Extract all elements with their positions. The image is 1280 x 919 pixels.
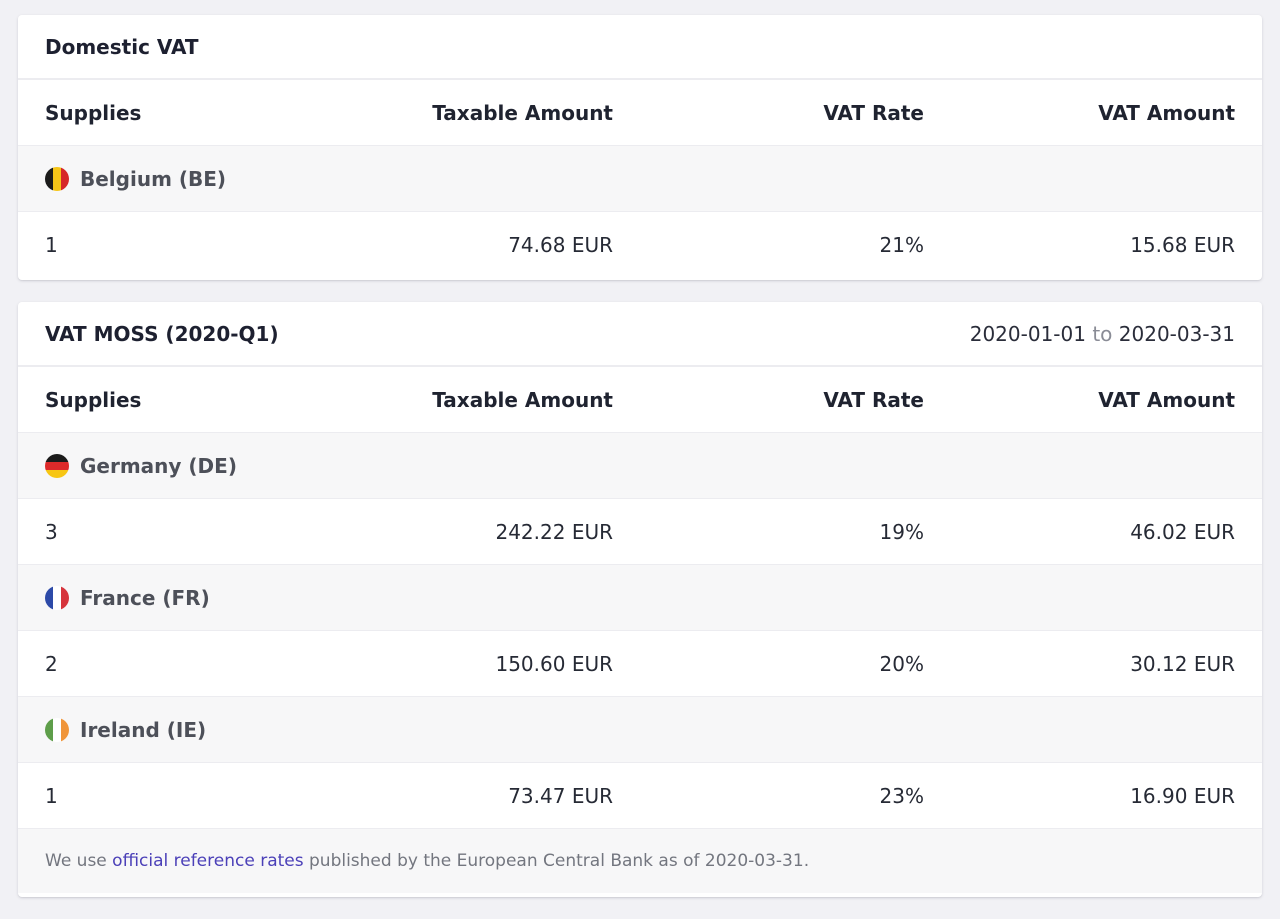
- table-row: 2 150.60 EUR 20% 30.12 EUR: [18, 631, 1262, 697]
- country-name: Belgium (BE): [80, 166, 227, 191]
- ireland-flag-icon: [45, 717, 69, 742]
- table-header-row: Supplies Taxable Amount VAT Rate VAT Amo…: [18, 367, 1262, 433]
- vat-moss-header: VAT MOSS (2020-Q1) 2020-01-01 to 2020-03…: [18, 302, 1262, 367]
- country-name: Ireland (IE): [80, 717, 207, 742]
- vat-rate-cell: 20%: [879, 651, 924, 676]
- period-start: 2020-01-01: [969, 321, 1086, 346]
- vat-amount-cell: 30.12 EUR: [1130, 651, 1235, 676]
- vat-amount-cell: 46.02 EUR: [1130, 519, 1235, 544]
- table-header-row: Supplies Taxable Amount VAT Rate VAT Amo…: [18, 80, 1262, 146]
- col-taxable-header: Taxable Amount: [432, 387, 613, 412]
- vat-moss-title: VAT MOSS (2020-Q1): [45, 321, 279, 346]
- flag-stripe: [45, 461, 69, 470]
- supplies-cell: 3: [45, 519, 58, 544]
- col-supplies-header: Supplies: [45, 387, 142, 412]
- country-row-belgium: Belgium (BE): [18, 146, 1262, 212]
- flag-stripe: [45, 717, 53, 742]
- col-rate-header: VAT Rate: [823, 387, 924, 412]
- supplies-cell: 1: [45, 233, 58, 257]
- vat-moss-card: VAT MOSS (2020-Q1) 2020-01-01 to 2020-03…: [18, 302, 1262, 897]
- flag-stripe: [61, 166, 69, 191]
- flag-stripe: [53, 717, 61, 742]
- vat-rate-cell: 19%: [879, 519, 924, 544]
- flag-stripe: [45, 453, 69, 462]
- domestic-vat-header: Domestic VAT: [18, 15, 1262, 80]
- flag-stripe: [61, 585, 69, 610]
- period-separator: to: [1092, 321, 1113, 346]
- taxable-amount-cell: 74.68 EUR: [508, 233, 613, 257]
- taxable-amount-cell: 73.47 EUR: [508, 783, 613, 808]
- vat-amount-cell: 16.90 EUR: [1130, 783, 1235, 808]
- supplies-cell: 1: [45, 783, 58, 808]
- domestic-vat-title: Domestic VAT: [45, 34, 199, 59]
- france-flag-icon: [45, 585, 69, 610]
- note-prefix: We use: [45, 851, 113, 871]
- note-suffix: published by the European Central Bank a…: [303, 851, 810, 871]
- domestic-vat-card: Domestic VAT Supplies Taxable Amount VAT…: [18, 15, 1262, 280]
- germany-flag-icon: [45, 453, 69, 478]
- belgium-flag-icon: [45, 166, 69, 191]
- taxable-amount-cell: 150.60 EUR: [495, 651, 613, 676]
- flag-stripe: [53, 585, 61, 610]
- country-name: France (FR): [80, 585, 210, 610]
- supplies-cell: 2: [45, 651, 58, 676]
- country-name: Germany (DE): [80, 453, 237, 478]
- table-row: 3 242.22 EUR 19% 46.02 EUR: [18, 499, 1262, 565]
- period-end: 2020-03-31: [1118, 321, 1235, 346]
- vat-rate-cell: 21%: [879, 233, 924, 257]
- col-taxable-header: Taxable Amount: [432, 100, 613, 125]
- col-vat-header: VAT Amount: [1098, 100, 1235, 125]
- period-range: 2020-01-01 to 2020-03-31: [970, 322, 1235, 346]
- country-row-ireland: Ireland (IE): [18, 697, 1262, 763]
- col-vat-header: VAT Amount: [1098, 387, 1235, 412]
- vat-amount-cell: 15.68 EUR: [1130, 233, 1235, 257]
- flag-stripe: [45, 166, 53, 191]
- flag-stripe: [53, 166, 61, 191]
- country-row-germany: Germany (DE): [18, 433, 1262, 499]
- col-supplies-header: Supplies: [45, 100, 142, 125]
- flag-stripe: [45, 469, 69, 478]
- col-rate-header: VAT Rate: [823, 100, 924, 125]
- taxable-amount-cell: 242.22 EUR: [495, 519, 613, 544]
- reference-rates-note: We use official reference rates publishe…: [18, 829, 1262, 893]
- table-row: 1 73.47 EUR 23% 16.90 EUR: [18, 763, 1262, 829]
- flag-stripe: [45, 585, 53, 610]
- country-row-france: France (FR): [18, 565, 1262, 631]
- table-row: 1 74.68 EUR 21% 15.68 EUR: [18, 212, 1262, 278]
- reference-rates-link[interactable]: official reference rates: [112, 851, 304, 871]
- vat-rate-cell: 23%: [879, 783, 924, 808]
- flag-stripe: [61, 717, 69, 742]
